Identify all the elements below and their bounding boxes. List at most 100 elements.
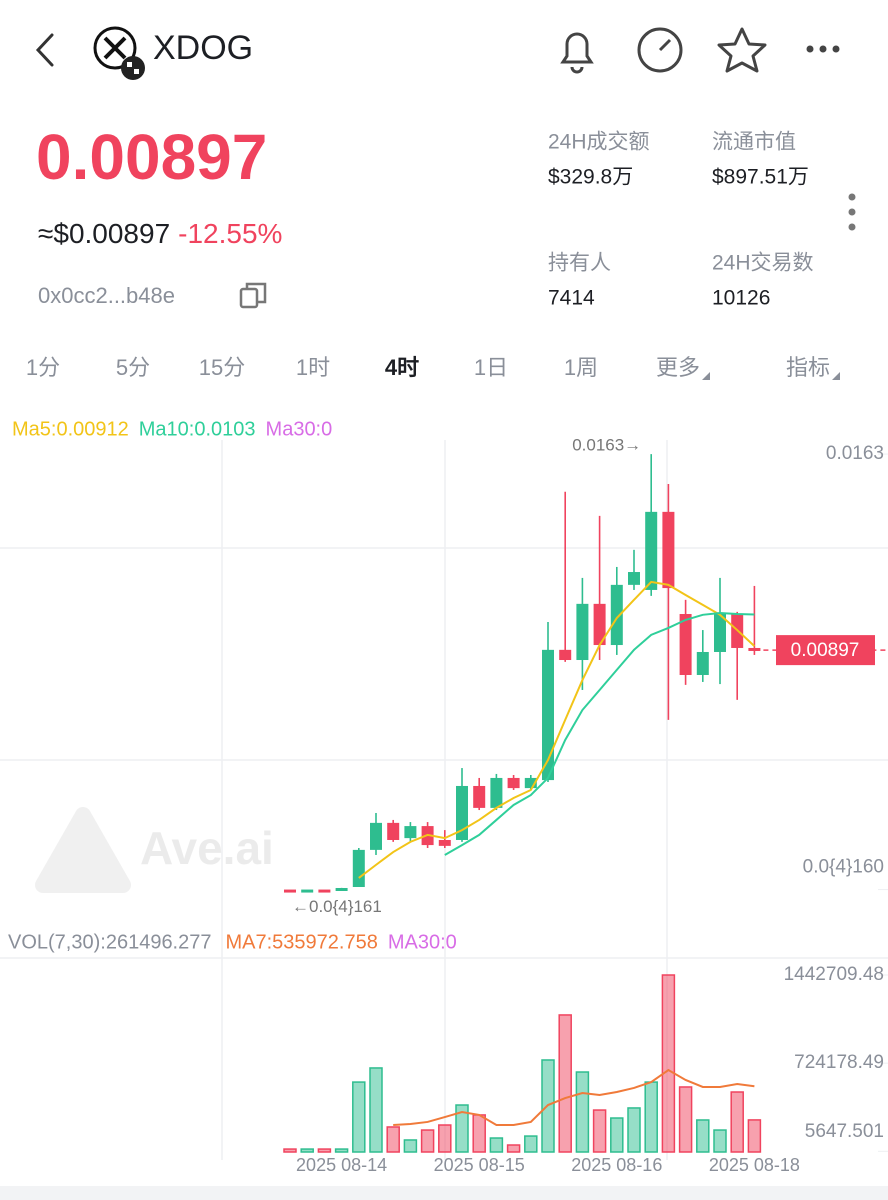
stat-value: $897.51万 [712, 166, 809, 189]
volume-ma-line [393, 1068, 755, 1127]
candle-body [507, 777, 520, 789]
candle-body [714, 614, 726, 652]
volume-bar [592, 1109, 607, 1153]
candle-body [387, 822, 400, 840]
candle-body [542, 649, 554, 781]
stat-label: 24H成交额 [548, 131, 650, 154]
volume-bar [283, 1148, 297, 1153]
tab[interactable]: 1分 [26, 355, 60, 380]
candle-body [559, 649, 572, 661]
candle-body [576, 603, 589, 661]
volume-bar [334, 1148, 349, 1153]
volume-bar [352, 1081, 366, 1153]
x-tick-label: 2025 08-18 [709, 1155, 800, 1175]
candle-body [284, 889, 296, 893]
legend-item: Ma5:0.00912 [12, 418, 129, 440]
tab[interactable]: 1周 [564, 355, 598, 380]
header-icons [560, 27, 767, 74]
volume-bar [403, 1139, 418, 1153]
volume-bar [506, 1144, 521, 1153]
volume-bar [713, 1129, 727, 1153]
volume-bar [678, 1086, 693, 1153]
gauge-icon[interactable] [637, 27, 683, 73]
token-name: XDOG [153, 29, 253, 67]
candle-body [404, 826, 417, 839]
stat-label: 流通市值 [712, 131, 796, 154]
ma-line [358, 580, 756, 879]
legend-item: MA30:0 [388, 931, 457, 953]
volume-bar [455, 1104, 469, 1153]
chart: Ma5:0.00912 Ma10:0.0103 Ma30:0 VOL(7,30):26… [8, 418, 888, 1175]
volume-bar [369, 1067, 383, 1153]
tab[interactable]: 5分 [116, 355, 150, 380]
candle-body [490, 777, 503, 808]
candle-body [370, 822, 382, 850]
candle-body [645, 511, 658, 590]
stat-label: 24H交易数 [712, 252, 814, 275]
volume-bar [661, 974, 676, 1153]
stat-value: 7414 [548, 287, 595, 310]
tab[interactable]: 指标 [786, 355, 830, 380]
more-icon[interactable] [806, 45, 840, 53]
candle-body [438, 839, 451, 846]
tab[interactable]: 1日 [474, 355, 508, 380]
price: 0.00897 [36, 121, 267, 193]
candle-body [593, 603, 606, 646]
candle-body [456, 785, 468, 840]
candle-body [662, 511, 675, 589]
legend-item: Ma10:0.0103 [139, 418, 256, 440]
last-price-label: 0.00897 [791, 640, 860, 661]
token-icon [93, 26, 145, 80]
back-button[interactable] [35, 33, 54, 67]
tab[interactable]: 更多 [656, 355, 700, 380]
volume-bar [644, 1081, 658, 1153]
chart-grid [0, 440, 888, 1160]
watermark: Ave.ai [35, 807, 274, 893]
candle-body [318, 889, 331, 893]
volume-bar [558, 1014, 572, 1153]
volume-tick-label: 5647.501 [805, 1121, 884, 1142]
star-icon[interactable] [717, 27, 767, 73]
volume-bar [386, 1126, 400, 1153]
volume-bar [696, 1119, 710, 1153]
volume-bar [438, 1124, 452, 1153]
usd-price: ≈$0.00897 [38, 218, 170, 249]
candle-body [524, 777, 537, 789]
y-tick-label: 0.0163 [826, 443, 884, 464]
candle-body [696, 651, 709, 675]
tab[interactable]: 1时 [296, 355, 330, 380]
tab[interactable]: 4时 [385, 355, 419, 380]
volume-bar [524, 1135, 538, 1153]
stat-label: 持有人 [548, 252, 611, 275]
address: 0x0cc2...b48e [38, 283, 175, 308]
dropdown-arrow [832, 372, 841, 380]
legend-title: VOL(7,30):261496.277 [8, 931, 212, 953]
ma-line [444, 611, 755, 856]
legend-item: Ma30:0 [266, 418, 333, 440]
dropdown-arrow [702, 372, 711, 380]
last-price-tag [776, 635, 875, 666]
volume-bar [300, 1148, 314, 1153]
candle-body [473, 785, 486, 808]
candle-body [628, 572, 640, 585]
volume-bar [472, 1114, 486, 1153]
volume-bar [575, 1071, 590, 1153]
x-tick-label: 2025 08-16 [571, 1155, 662, 1175]
tab[interactable]: 15分 [199, 355, 245, 380]
candle-body [352, 849, 365, 888]
volume-bar [610, 1117, 624, 1153]
legend-item: MA7:535972.758 [226, 931, 378, 953]
candle-body [301, 889, 314, 893]
stats-more[interactable] [848, 193, 856, 231]
bottom-bar [0, 1186, 888, 1200]
timeframe-tabs: 1分 5分 15分 1时 4时 1日 1周 更多 指标 [26, 355, 841, 380]
volume-tick-label: 1442709.48 [784, 964, 884, 985]
volume-bar [730, 1091, 744, 1153]
copy-icon[interactable] [239, 282, 267, 309]
y-tick-label: 0.0{4}160 [803, 857, 884, 878]
volume-bar [489, 1137, 504, 1153]
candle-body [335, 887, 348, 891]
bell-icon[interactable] [560, 32, 594, 74]
